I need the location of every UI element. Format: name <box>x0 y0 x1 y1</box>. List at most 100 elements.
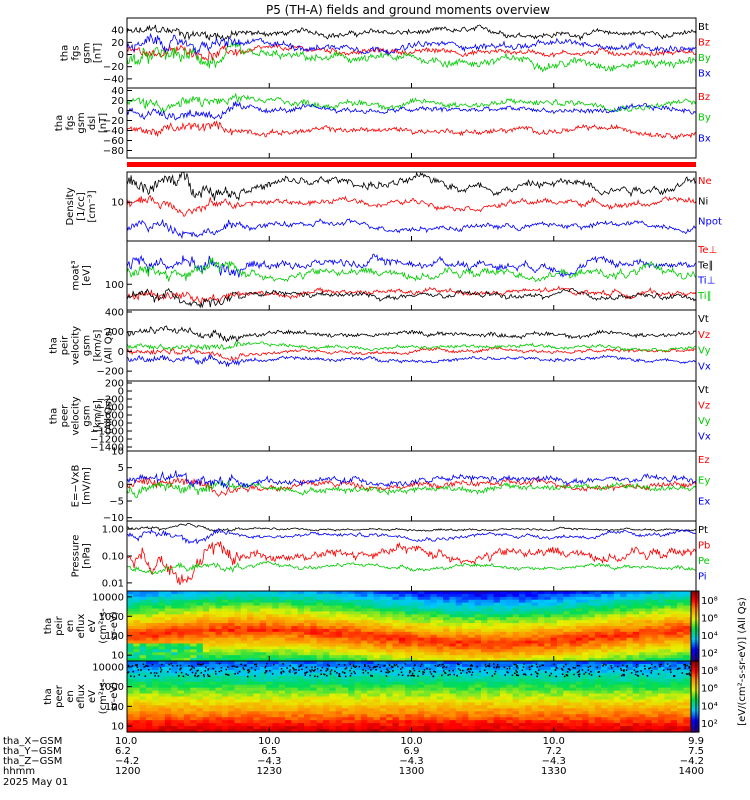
heatmap-cell <box>145 649 153 653</box>
heatmap-cell <box>247 640 255 645</box>
heatmap-cell <box>310 690 318 695</box>
heatmap-cell <box>468 675 476 680</box>
y-axis-label-line: velocity <box>71 396 82 435</box>
heatmap-cell <box>240 605 248 610</box>
heatmap-cell <box>278 602 286 607</box>
heatmap-cell <box>316 602 324 607</box>
heatmap-cell <box>196 637 204 642</box>
heatmap-cell <box>518 640 526 645</box>
heatmap-cell <box>417 661 425 665</box>
heatmap-cell <box>145 684 153 689</box>
heatmap-cell <box>196 620 204 624</box>
heatmap-cell <box>500 717 507 721</box>
heatmap-cell <box>190 702 198 706</box>
heatmap-cell <box>272 699 280 704</box>
heatmap-cell <box>550 661 558 665</box>
heatmap-cell <box>550 596 558 601</box>
heatmap-cell <box>335 593 343 598</box>
heatmap-cell <box>658 646 665 650</box>
heatmap-cell <box>651 714 659 718</box>
noise-dot <box>370 669 372 671</box>
heatmap-cell <box>316 675 324 680</box>
heatmap-cell <box>405 672 413 677</box>
heatmap-cell <box>556 717 564 721</box>
heatmap-cell <box>506 602 514 607</box>
heatmap-cell <box>278 623 286 627</box>
heatmap-cell <box>253 602 261 607</box>
noise-dot <box>650 670 653 672</box>
heatmap-cell <box>455 596 463 601</box>
heatmap-cell <box>556 661 564 665</box>
heatmap-cell <box>582 714 590 718</box>
heatmap-cell <box>487 658 495 662</box>
heatmap-cell <box>436 623 444 627</box>
heatmap-cell <box>620 637 628 642</box>
heatmap-cell <box>133 623 141 627</box>
heatmap-cell <box>588 726 596 730</box>
heatmap-cell <box>664 705 672 709</box>
heatmap-cell <box>487 705 495 709</box>
noise-dot <box>469 665 472 667</box>
heatmap-cell <box>335 623 343 627</box>
heatmap-cell <box>379 611 387 615</box>
heatmap-cell <box>632 626 640 630</box>
heatmap-cell <box>500 611 507 615</box>
heatmap-cell <box>468 693 476 698</box>
heatmap-cell <box>127 675 134 680</box>
heatmap-cell <box>253 596 261 601</box>
heatmap-cell <box>518 690 526 695</box>
heatmap-cell <box>651 599 659 604</box>
heatmap-cell <box>234 596 242 601</box>
heatmap-cell <box>518 669 526 674</box>
heatmap-cell <box>354 696 362 701</box>
heatmap-cell <box>569 699 577 704</box>
heatmap-cell <box>354 652 362 656</box>
heatmap-cell <box>202 690 210 695</box>
heatmap-cell <box>506 699 514 704</box>
heatmap-cell <box>430 690 438 695</box>
heatmap-cell <box>632 708 640 712</box>
heatmap-cell <box>405 705 413 709</box>
heatmap-cell <box>190 640 198 645</box>
heatmap-cell <box>493 666 501 671</box>
heatmap-cell <box>620 640 628 645</box>
heatmap-cell <box>367 626 375 630</box>
heatmap-cell <box>607 646 615 650</box>
heatmap-cell <box>556 617 564 621</box>
heatmap-cell <box>348 646 356 650</box>
heatmap-cell <box>145 699 153 704</box>
heatmap-cell <box>569 658 577 662</box>
heatmap-cell <box>285 591 292 595</box>
heatmap-cell <box>291 596 299 601</box>
heatmap-cell <box>145 687 153 692</box>
heatmap-cell <box>544 690 552 695</box>
heatmap-cell <box>322 643 330 648</box>
y-tick-label: −1400 <box>90 443 124 454</box>
heatmap-cell <box>512 708 520 712</box>
heatmap-cell <box>588 699 596 704</box>
heatmap-cell <box>525 643 533 648</box>
heatmap-cell <box>158 714 166 718</box>
heatmap-cell <box>266 705 274 709</box>
noise-dot <box>471 674 473 676</box>
noise-dot <box>295 668 297 671</box>
heatmap-cell <box>436 702 444 706</box>
heatmap-cell <box>158 658 166 662</box>
heatmap-cell <box>500 626 507 630</box>
heatmap-cell <box>171 634 179 639</box>
heatmap-cell <box>658 605 665 610</box>
heatmap-cell <box>525 661 533 665</box>
heatmap-cell <box>316 628 324 633</box>
y-axis-label-line: velocity <box>71 326 82 365</box>
heatmap-cell <box>651 631 659 636</box>
heatmap-cell <box>291 593 299 598</box>
heatmap-cell <box>493 705 501 709</box>
heatmap-cell <box>398 596 406 601</box>
heatmap-cell <box>550 708 558 712</box>
heatmap-cell <box>683 631 691 636</box>
heatmap-cell <box>683 720 691 724</box>
heatmap-cell <box>588 593 596 598</box>
heatmap-cell <box>145 702 153 706</box>
heatmap-cell <box>626 623 634 627</box>
noise-dot <box>233 665 235 667</box>
